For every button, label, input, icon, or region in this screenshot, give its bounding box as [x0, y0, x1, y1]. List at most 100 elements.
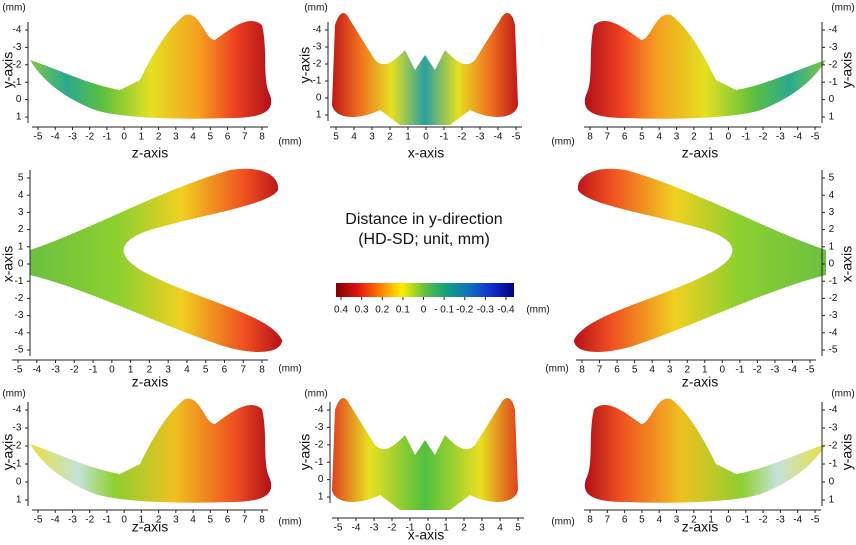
x-tick-label: 3 — [667, 365, 673, 376]
y-tick-label: 4 — [18, 190, 24, 201]
x-tick-label: -5 — [806, 365, 815, 376]
jaw-shape — [30, 168, 282, 352]
y-tick-label: -2 — [12, 59, 21, 70]
x-tick-label: 4 — [656, 132, 662, 143]
y-tick-label: -4 — [829, 25, 838, 36]
x-tick-label: 8 — [259, 132, 265, 143]
x-tick-label: 7 — [242, 132, 248, 143]
x-axis-label: z-axis — [682, 519, 719, 535]
x-tick-label: -4 — [51, 132, 60, 143]
jaw-shape — [584, 14, 826, 119]
colorbar-tick-label: 0.2 — [375, 305, 389, 316]
y-tick-label: 4 — [829, 190, 835, 201]
x-tick-label: -2 — [70, 365, 79, 376]
y-tick-label: -3 — [829, 42, 838, 53]
x-tick-label: 5 — [208, 515, 214, 526]
x-tick-label: 6 — [225, 515, 231, 526]
y-tick-label: 0 — [829, 94, 835, 105]
y-tick-label: -3 — [314, 422, 323, 433]
colorbar-tick-label: 0 — [421, 305, 427, 316]
x-tick-label: 1 — [443, 523, 449, 534]
x-tick-label: 1 — [139, 515, 145, 526]
x-tick-label: 4 — [184, 365, 190, 376]
y-tick-label: 0 — [18, 259, 24, 270]
x-tick-label: 2 — [156, 515, 162, 526]
x-unit: (mm) — [545, 364, 568, 375]
x-axis-label: z-axis — [132, 519, 169, 535]
y-tick-label: -2 — [314, 439, 323, 450]
y-tick-label: 0 — [316, 93, 322, 104]
x-tick-label: -5 — [334, 523, 343, 534]
y-tick-label: 5 — [18, 173, 24, 184]
x-tick-label: -5 — [14, 365, 23, 376]
x-tick-label: 4 — [497, 523, 503, 534]
x-tick-label: -4 — [32, 365, 41, 376]
y-tick-label: 1 — [16, 495, 22, 506]
colorbar-title: Distance in y-direction — [345, 211, 502, 228]
colorbar-tick-label: -0.4 — [497, 305, 515, 316]
x-axis-label: z-axis — [682, 374, 719, 390]
x-tick-label: 3 — [479, 523, 485, 534]
x-unit: (mm) — [278, 517, 301, 528]
x-tick-label: -1 — [89, 365, 98, 376]
x-tick-label: -4 — [494, 132, 503, 143]
jaw-shape — [30, 398, 272, 503]
x-tick-label: 2 — [691, 515, 697, 526]
x-axis-label: z-axis — [132, 374, 169, 390]
x-tick-label: -3 — [68, 515, 77, 526]
y-tick-label: -4 — [14, 327, 23, 338]
x-tick-label: 5 — [203, 365, 209, 376]
x-tick-label: 1 — [702, 365, 708, 376]
x-tick-label: 0 — [425, 523, 431, 534]
x-tick-label: 5 — [333, 132, 339, 143]
x-tick-label: 2 — [156, 132, 162, 143]
y-tick-label: -2 — [829, 441, 838, 452]
x-tick-label: 1 — [405, 132, 411, 143]
y-axis-label: y-axis — [297, 434, 313, 471]
colorbar — [336, 283, 514, 297]
x-tick-label: 5 — [632, 365, 638, 376]
jaw-shape — [332, 398, 518, 510]
x-tick-label: -3 — [51, 365, 60, 376]
y-tick-label: -4 — [314, 405, 323, 416]
x-tick-label: 7 — [605, 515, 611, 526]
x-tick-label: -1 — [406, 523, 415, 534]
x-tick-label: 5 — [639, 515, 645, 526]
x-tick-label: 3 — [369, 132, 375, 143]
y-tick-label: -1 — [14, 276, 23, 287]
y-tick-label: -4 — [12, 25, 21, 36]
x-tick-label: -2 — [458, 132, 467, 143]
x-tick-label: -2 — [388, 523, 397, 534]
x-tick-label: 8 — [259, 515, 265, 526]
x-tick-label: -3 — [476, 132, 485, 143]
x-tick-label: -5 — [512, 132, 521, 143]
x-tick-label: -5 — [811, 132, 820, 143]
y-tick-label: 0 — [318, 474, 324, 485]
x-tick-label: -3 — [370, 523, 379, 534]
x-tick-label: 0 — [109, 365, 115, 376]
x-tick-label: 2 — [387, 132, 393, 143]
y-axis-label: x-axis — [0, 246, 16, 283]
y-tick-label: 5 — [829, 173, 835, 184]
y-tick-label: -2 — [14, 293, 23, 304]
y-tick-label: -5 — [829, 345, 838, 356]
x-tick-label: 3 — [173, 132, 179, 143]
x-tick-label: 2 — [461, 523, 467, 534]
y-tick-label: -1 — [829, 77, 838, 88]
x-tick-label: -3 — [68, 132, 77, 143]
x-tick-label: 2 — [691, 132, 697, 143]
x-tick-label: 4 — [351, 132, 357, 143]
x-tick-label: -1 — [102, 132, 111, 143]
x-tick-label: -5 — [34, 132, 43, 143]
x-tick-label: 6 — [225, 132, 231, 143]
x-tick-label: -4 — [793, 515, 802, 526]
y-tick-label: -3 — [829, 310, 838, 321]
x-tick-label: 1 — [139, 132, 145, 143]
x-tick-label: -5 — [34, 515, 43, 526]
y-tick-label: -1 — [12, 459, 21, 470]
y-tick-label: -1 — [314, 457, 323, 468]
x-tick-label: -4 — [352, 523, 361, 534]
x-tick-label: 3 — [674, 132, 680, 143]
x-tick-label: 6 — [622, 515, 628, 526]
jaw-shape — [332, 13, 518, 125]
